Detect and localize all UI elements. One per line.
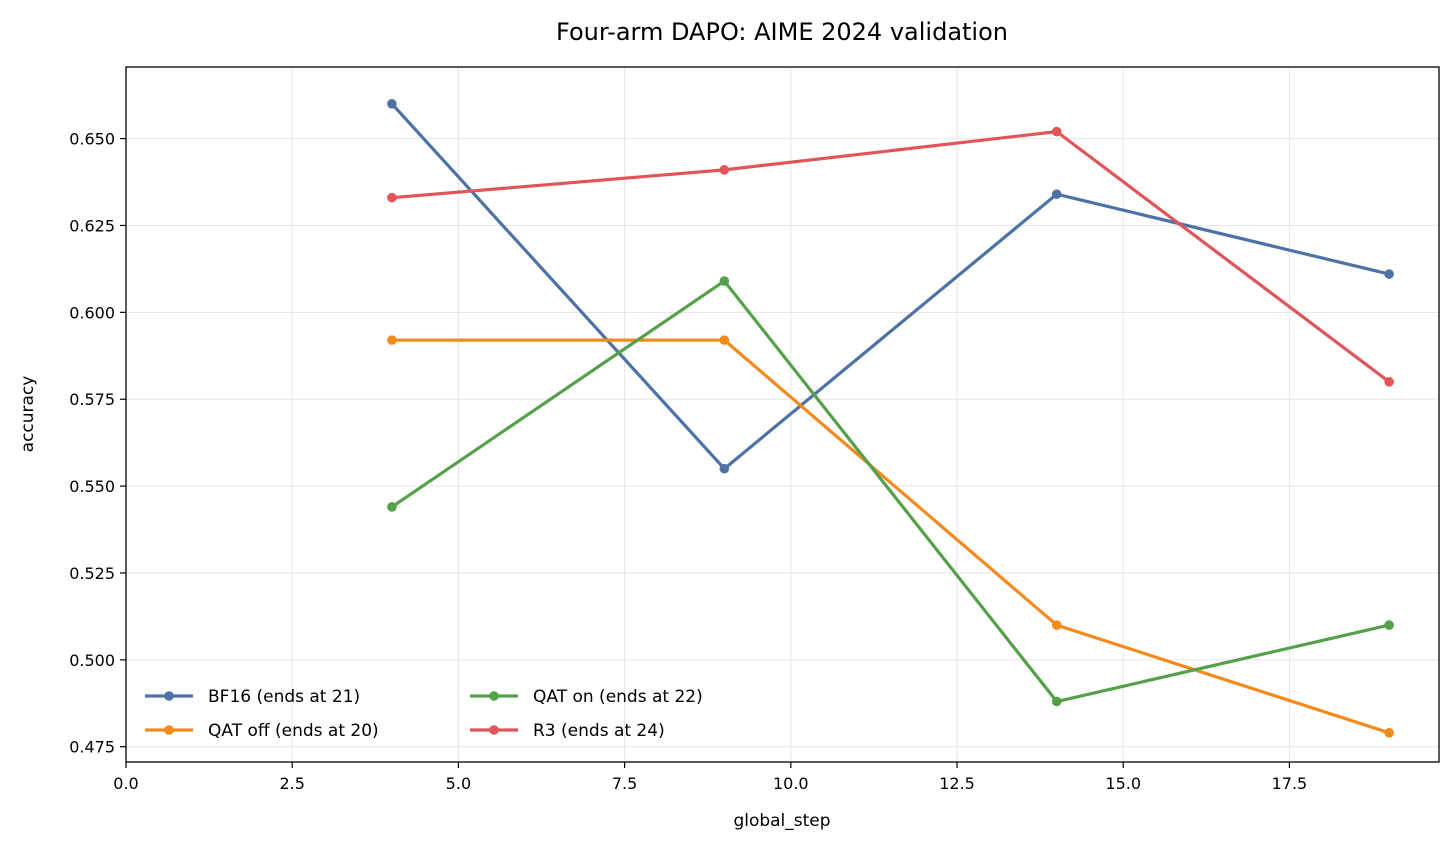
x-tick-label: 10.0 (773, 774, 809, 793)
grid (125, 67, 1439, 762)
legend-item: BF16 (ends at 21) (145, 687, 360, 707)
series-line (390, 130, 1391, 384)
plot-frame (125, 66, 1440, 763)
data-point (719, 165, 730, 175)
y-axis-title: accuracy (18, 376, 38, 453)
legend-item: QAT off (ends at 20) (145, 721, 379, 741)
series-layer (387, 99, 1394, 738)
series-0 (387, 99, 1394, 474)
series-line (390, 279, 1391, 704)
legend: BF16 (ends at 21) QAT off (ends at 20) QAT… (145, 687, 703, 741)
legend-label: QAT on (ends at 22) (533, 687, 703, 707)
data-point (719, 335, 730, 345)
x-axis-title: global_step (733, 811, 830, 831)
y-tick-label: 0.650 (69, 130, 115, 149)
legend-label: BF16 (ends at 21) (208, 687, 360, 707)
y-tick-label: 0.575 (69, 390, 115, 409)
data-point (387, 99, 397, 109)
series-1 (387, 335, 1394, 738)
series-3 (387, 126, 1394, 387)
data-point (719, 463, 730, 474)
chart-title: Four-arm DAPO: AIME 2024 validation (556, 18, 1008, 46)
legend-item: R3 (ends at 24) (470, 721, 665, 741)
data-point (1051, 189, 1062, 199)
y-tick-label: 0.600 (69, 303, 115, 322)
y-tick-label: 0.525 (69, 564, 115, 583)
x-tick-label: 7.5 (612, 774, 637, 793)
data-point (1384, 377, 1394, 387)
data-point (1051, 620, 1062, 630)
legend-swatch-marker (489, 691, 499, 701)
series-2 (387, 276, 1394, 707)
x-tick-label: 0.0 (113, 774, 138, 793)
legend-swatch-marker (164, 725, 174, 735)
legend-label: QAT off (ends at 20) (208, 721, 379, 741)
legend-label: R3 (ends at 24) (533, 721, 665, 741)
y-tick-label: 0.550 (69, 477, 115, 496)
data-point (387, 335, 397, 345)
legend-swatch-marker (164, 691, 174, 701)
x-tick-label: 2.5 (279, 774, 304, 793)
data-point (387, 192, 397, 203)
data-point (719, 276, 730, 286)
data-point (387, 502, 397, 512)
series-line (390, 102, 1391, 471)
legend-item: QAT on (ends at 22) (470, 687, 703, 707)
y-tick-label: 0.500 (69, 651, 115, 670)
legend-swatch-marker (489, 725, 499, 735)
x-tick-label: 5.0 (446, 774, 471, 793)
data-point (1384, 620, 1394, 630)
x-tick-label: 12.5 (939, 774, 975, 793)
series-line (390, 338, 1391, 735)
data-point (1384, 728, 1394, 738)
data-point (1384, 269, 1394, 279)
x-tick-label: 15.0 (1105, 774, 1141, 793)
y-tick-label: 0.625 (69, 216, 115, 235)
y-tick-label: 0.475 (69, 738, 115, 757)
axis-ticks: 0.0 2.5 5.0 7.5 10.0 12.5 15.0 17.5 0.475 0.500 0.… (69, 130, 1307, 793)
data-point (1051, 696, 1062, 707)
x-tick-label: 17.5 (1272, 774, 1308, 793)
data-point (1051, 126, 1062, 137)
